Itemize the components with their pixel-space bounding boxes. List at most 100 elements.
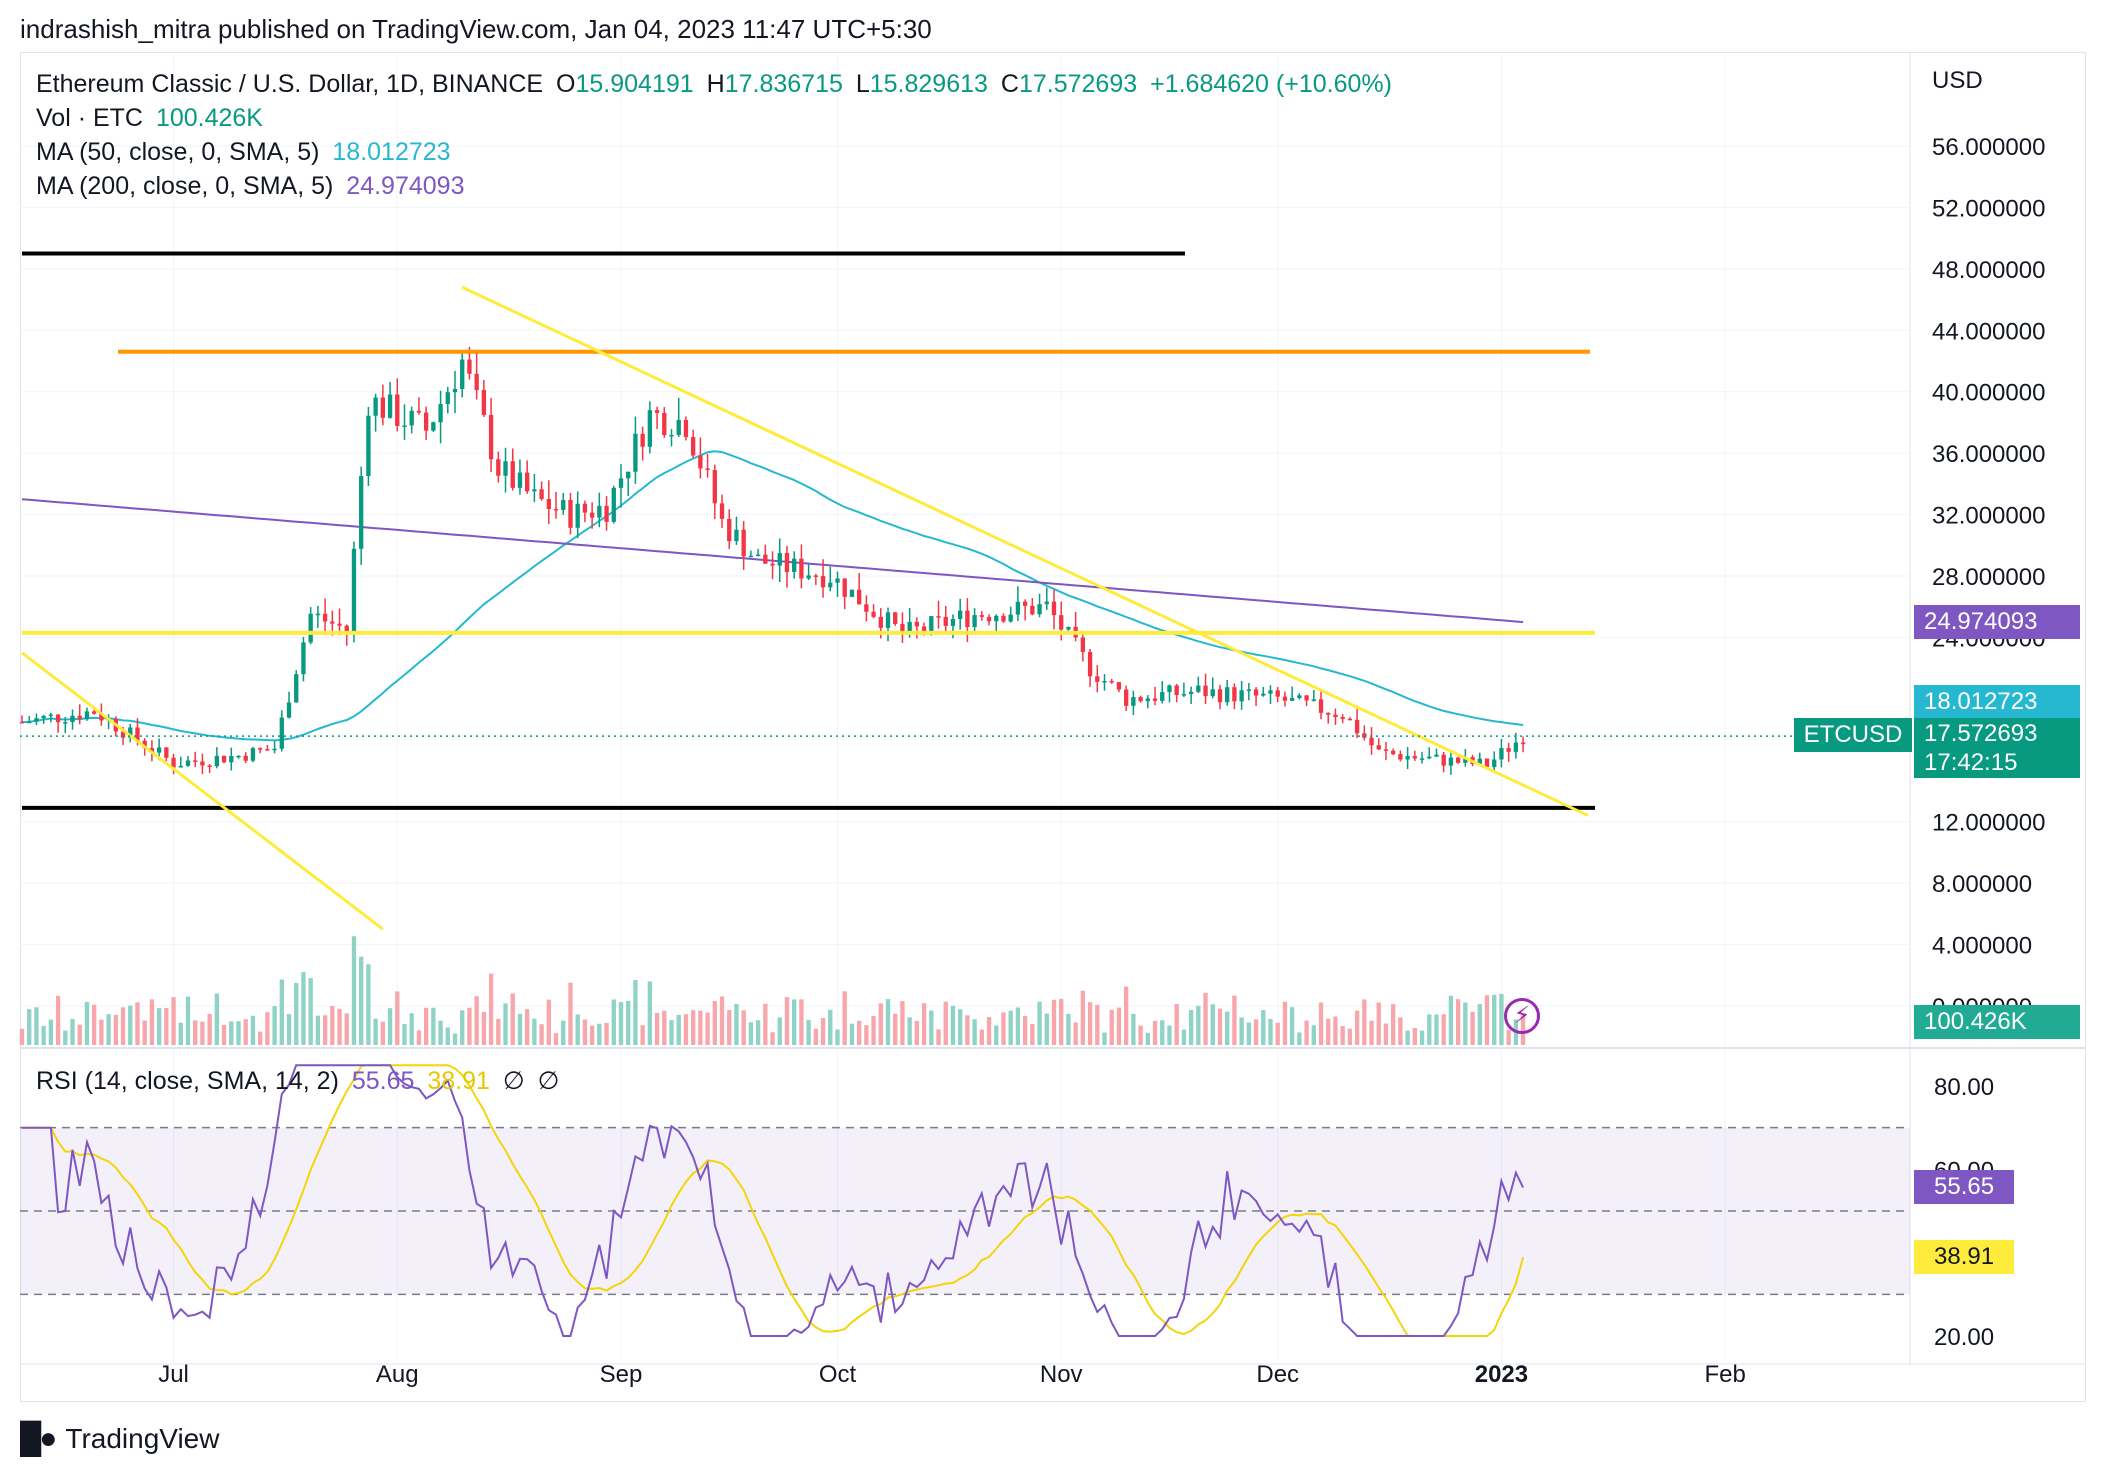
candle-body	[1455, 757, 1461, 763]
price-tick-label: 56.000000	[1932, 134, 2045, 161]
legend-ma200-label: MA (200, close, 0, SMA, 5)	[36, 172, 334, 200]
volume-bar	[1181, 1029, 1187, 1045]
volume-bar	[828, 1009, 833, 1045]
candle-body	[149, 748, 155, 753]
candle-body	[972, 615, 977, 628]
candle-body	[185, 760, 191, 766]
symbol-tag: ETCUSD	[1794, 718, 1912, 752]
candle-body	[1239, 690, 1244, 702]
candle-body	[792, 558, 797, 573]
candle-body	[1520, 742, 1526, 745]
volume-bar	[1412, 1028, 1417, 1045]
candle-body	[958, 610, 963, 619]
lightning-icon[interactable]: ⚡	[1504, 998, 1540, 1034]
volume-bar	[1239, 1017, 1244, 1045]
candle-body	[1376, 745, 1381, 750]
volume-bar	[135, 1002, 140, 1045]
legend-o-label: O	[556, 70, 576, 98]
candle-body	[871, 611, 876, 617]
price-tick-label: 52.000000	[1932, 195, 2045, 222]
candle-body	[156, 747, 162, 753]
volume-bar	[1427, 1014, 1432, 1045]
volume-bar	[460, 1010, 465, 1045]
volume-bar	[171, 997, 176, 1045]
volume-bar	[221, 1025, 227, 1045]
candle-body	[525, 472, 530, 492]
candle-body	[1008, 614, 1013, 622]
candle-body	[604, 505, 609, 522]
volume-bar	[626, 1000, 631, 1045]
candle-body	[193, 760, 198, 762]
volume-bar	[1196, 1005, 1201, 1045]
volume-bar	[950, 1005, 956, 1045]
volume-bar	[207, 1013, 212, 1045]
volume-bar	[979, 1029, 984, 1045]
candle-body	[568, 499, 573, 528]
legend-main: Ethereum Classic / U.S. Dollar, 1D, BINA…	[36, 70, 1398, 99]
candle-body	[1412, 756, 1417, 759]
volume-bar	[1116, 1007, 1122, 1045]
candle-body	[229, 755, 234, 763]
candle-body	[900, 623, 905, 635]
volume-bar	[1455, 999, 1461, 1045]
candle-body	[1152, 698, 1158, 701]
candle-body	[929, 616, 934, 631]
volume-bar	[229, 1021, 234, 1045]
volume-bar	[1037, 1001, 1042, 1045]
volume-bar	[727, 1010, 732, 1045]
volume-bar	[525, 1009, 530, 1045]
candle-body	[813, 575, 819, 577]
volume-bar	[1015, 1007, 1021, 1045]
volume-bar	[972, 1019, 977, 1045]
volume-bar	[467, 1007, 472, 1045]
chart-container[interactable]	[20, 52, 2086, 1402]
candle-body	[1217, 689, 1223, 703]
candle-body	[257, 748, 263, 750]
price-tick-label: 36.000000	[1932, 441, 2045, 468]
volume-bar	[799, 999, 804, 1045]
volume-bar	[55, 995, 61, 1045]
candle-body	[690, 437, 696, 456]
volume-bar	[597, 1023, 602, 1045]
volume-bar	[142, 1020, 147, 1045]
footer-brand[interactable]: TradingView	[65, 1423, 220, 1454]
rsi-ma-line	[22, 1064, 1525, 1337]
volume-bar	[885, 999, 891, 1045]
volume-bar	[164, 1007, 169, 1045]
candle-body	[330, 621, 335, 624]
volume-bar	[640, 1025, 645, 1045]
candle-body	[1441, 754, 1446, 766]
time-tick-label: Dec	[1256, 1361, 1299, 1388]
trendline[interactable]	[21, 651, 384, 931]
volume-bar	[1297, 1032, 1302, 1045]
candle-body	[1513, 742, 1519, 752]
volume-bar	[698, 1010, 703, 1045]
volume-bar	[611, 999, 616, 1045]
trendline[interactable]	[461, 285, 1589, 817]
volume-bar	[777, 1017, 782, 1045]
candle-body	[488, 414, 494, 460]
candle-body	[589, 512, 595, 518]
price-tick-label: 48.000000	[1932, 257, 2045, 284]
legend-null-a: ∅	[502, 1067, 525, 1095]
volume-bars	[19, 936, 1526, 1045]
volume-bar	[806, 1019, 811, 1045]
legend-null-b: ∅	[537, 1067, 560, 1095]
volume-bar	[344, 1013, 349, 1045]
volume-bar	[604, 1023, 609, 1045]
volume-bar	[719, 996, 725, 1045]
legend-vol-label: Vol · ETC	[36, 104, 143, 132]
legend-volume: Vol · ETC 100.426K	[36, 104, 269, 133]
volume-bar	[893, 1013, 898, 1045]
candle-body	[1268, 690, 1273, 694]
candle-body	[510, 461, 515, 488]
volume-bar	[741, 1010, 746, 1045]
volume-bar	[618, 1002, 624, 1045]
volume-bar	[34, 1007, 39, 1045]
drawings[interactable]	[20, 251, 1910, 931]
volume-bar	[301, 972, 306, 1045]
candle-body	[243, 755, 248, 761]
volume-bar	[409, 1013, 414, 1045]
candle-body	[445, 392, 450, 405]
